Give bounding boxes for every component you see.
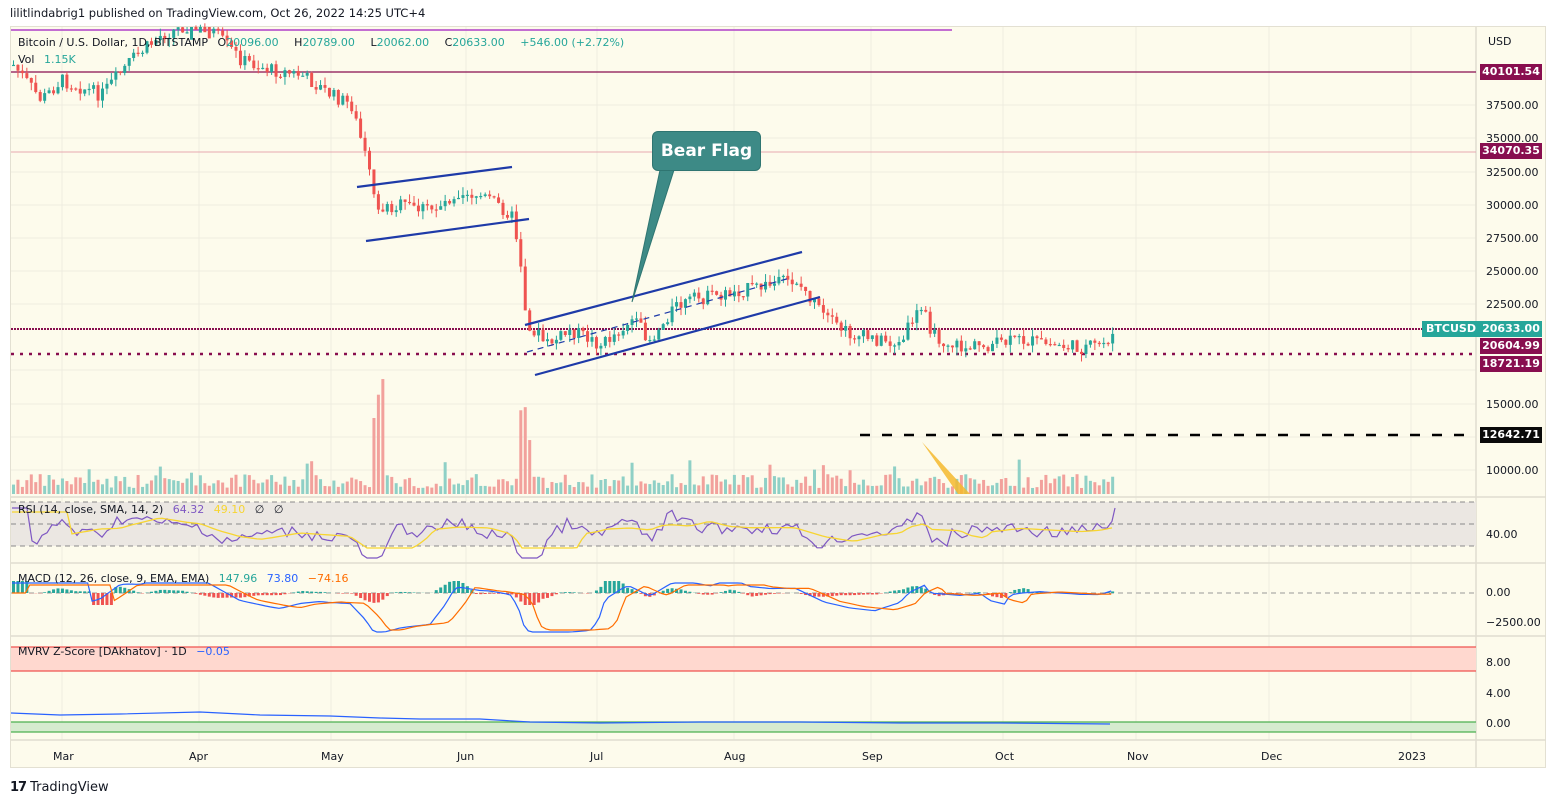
macd-label: MACD (12, 26, close, 9, EMA, EMA) bbox=[18, 572, 210, 585]
macd-line bbox=[12, 582, 1112, 633]
change-value: +546.00 (+2.72%) bbox=[520, 36, 625, 49]
mvrv-tick: 0.00 bbox=[1486, 717, 1511, 730]
ohlc-open: O20096.00 bbox=[217, 36, 279, 49]
time-label: 2023 bbox=[1398, 750, 1426, 763]
price-tag-current[interactable]: 20633.00 bbox=[1480, 321, 1542, 337]
rsi-tick: 40.00 bbox=[1486, 528, 1518, 541]
tradingview-logo-icon: 17 bbox=[10, 780, 27, 795]
macd-tick: 0.00 bbox=[1486, 586, 1511, 599]
macd-legend[interactable]: MACD (12, 26, close, 9, EMA, EMA) 147.96… bbox=[18, 572, 355, 585]
macd-hist-value: 147.96 bbox=[218, 572, 258, 585]
price-tick: 10000.00 bbox=[1486, 464, 1539, 477]
price-tick: 32500.00 bbox=[1486, 166, 1539, 179]
price-tick: 15000.00 bbox=[1486, 398, 1539, 411]
mvrv-line bbox=[10, 711, 1111, 725]
macd-histogram bbox=[12, 581, 1115, 605]
price-tick: 37500.00 bbox=[1486, 99, 1539, 112]
time-label: May bbox=[321, 750, 344, 763]
symbol-tag: BTCUSD bbox=[1422, 321, 1480, 337]
candlesticks bbox=[12, 23, 1115, 362]
price-tick: 25000.00 bbox=[1486, 265, 1539, 278]
price-tag-resistance-1[interactable]: 40101.54 bbox=[1480, 64, 1542, 80]
macd-value: 73.80 bbox=[266, 572, 299, 585]
rsi-extra-1: ∅ bbox=[254, 503, 265, 516]
time-label: Jun bbox=[457, 750, 475, 763]
channel-1 bbox=[356, 165, 530, 243]
price-tag-support-2[interactable]: 18721.19 bbox=[1480, 356, 1542, 372]
currency-label: USD bbox=[1488, 35, 1512, 48]
vol-label: Vol bbox=[18, 53, 35, 66]
price-tag-target[interactable]: 12642.71 bbox=[1480, 427, 1542, 443]
symbol-label: Bitcoin / U.S. Dollar, 1D, BITSTAMP bbox=[18, 36, 208, 49]
time-label: Jul bbox=[590, 750, 604, 763]
mvrv-tick: 8.00 bbox=[1486, 656, 1511, 669]
price-tag-support-1[interactable]: 20604.99 bbox=[1480, 338, 1542, 354]
vol-value: 1.15K bbox=[43, 53, 76, 66]
horizontal-grid bbox=[11, 104, 1476, 471]
macd-signal-value: −74.16 bbox=[307, 572, 349, 585]
volume-bars bbox=[12, 379, 1115, 494]
price-tick: 22500.00 bbox=[1486, 298, 1539, 311]
tradingview-logo[interactable]: 17 TradingView bbox=[10, 780, 109, 795]
rsi-value: 64.32 bbox=[172, 503, 205, 516]
time-label: Oct bbox=[995, 750, 1015, 763]
rsi-label: RSI (14, close, SMA, 14, 2) bbox=[18, 503, 164, 516]
volume-legend[interactable]: Vol 1.15K bbox=[18, 53, 82, 66]
channel-midline bbox=[526, 277, 791, 353]
time-label: Mar bbox=[53, 750, 74, 763]
rsi-sma-line bbox=[12, 511, 1113, 549]
macd-tick: −2500.00 bbox=[1486, 616, 1541, 629]
price-tag-resistance-2[interactable]: 34070.35 bbox=[1480, 143, 1542, 159]
ohlc-close: C20633.00 bbox=[444, 36, 505, 49]
chart-frame[interactable] bbox=[10, 26, 1546, 768]
signal-line bbox=[12, 584, 1112, 631]
rsi-line bbox=[12, 507, 1116, 559]
channel-2 bbox=[524, 250, 821, 377]
ohlc-low: L20062.00 bbox=[370, 36, 430, 49]
time-label: Aug bbox=[724, 750, 746, 763]
mvrv-tick: 4.00 bbox=[1486, 687, 1511, 700]
price-tick: 27500.00 bbox=[1486, 232, 1539, 245]
tradingview-name: TradingView bbox=[30, 780, 109, 795]
mvrv-green-band bbox=[11, 722, 1476, 732]
mvrv-value: −0.05 bbox=[196, 645, 230, 658]
time-label: Dec bbox=[1261, 750, 1283, 763]
time-label: Nov bbox=[1127, 750, 1149, 763]
volume-arrow bbox=[922, 442, 970, 494]
rsi-legend[interactable]: RSI (14, close, SMA, 14, 2) 64.32 49.10 … bbox=[18, 503, 289, 516]
mvrv-label: MVRV Z-Score [DAkhatov] · 1D bbox=[18, 645, 187, 658]
price-tick: 35000.00 bbox=[1486, 132, 1539, 145]
published-info: lilitlindabrig1 published on TradingView… bbox=[10, 6, 426, 20]
bear-flag-callout[interactable]: Bear Flag bbox=[652, 131, 761, 171]
rsi-sma-value: 49.10 bbox=[213, 503, 246, 516]
main-legend[interactable]: Bitcoin / U.S. Dollar, 1D, BITSTAMP O200… bbox=[18, 36, 630, 49]
rsi-extra-2: ∅ bbox=[273, 503, 284, 516]
time-label: Apr bbox=[189, 750, 209, 763]
bear-flag-pointer bbox=[631, 169, 675, 303]
ohlc-high: H20789.00 bbox=[294, 36, 355, 49]
time-label: Sep bbox=[862, 750, 883, 763]
mvrv-legend[interactable]: MVRV Z-Score [DAkhatov] · 1D −0.05 bbox=[18, 645, 236, 658]
mvrv-red-band bbox=[11, 647, 1476, 671]
price-tick: 30000.00 bbox=[1486, 199, 1539, 212]
